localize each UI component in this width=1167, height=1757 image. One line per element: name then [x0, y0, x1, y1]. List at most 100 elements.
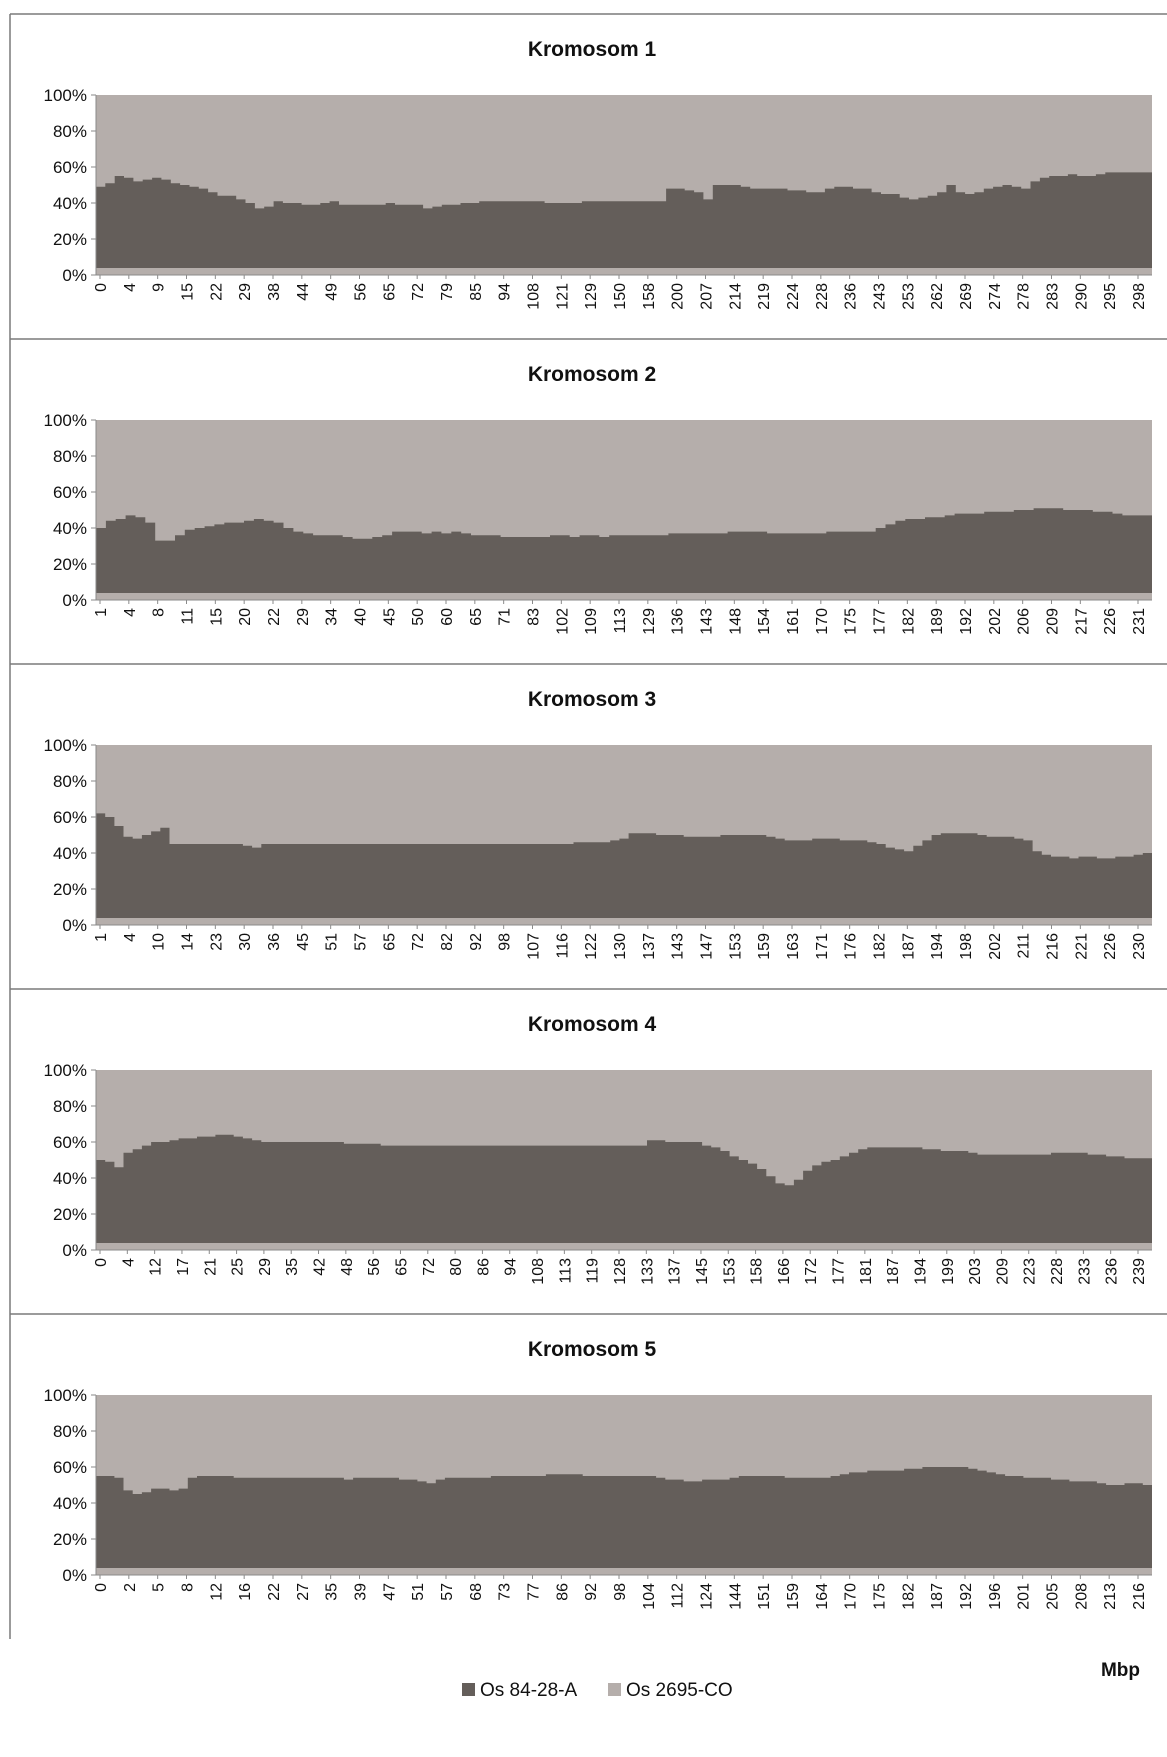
x-tick-label: 8 [180, 1583, 197, 1592]
x-tick-label: 34 [324, 608, 341, 626]
x-tick-label: 68 [468, 1583, 485, 1601]
x-tick-label: 239 [1131, 1258, 1148, 1285]
x-tick-label: 196 [987, 1583, 1004, 1610]
x-tick-label: 29 [295, 608, 312, 626]
x-tick-label: 65 [393, 1258, 410, 1276]
x-tick-label: 57 [439, 1583, 456, 1601]
x-tick-label: 151 [756, 1583, 773, 1610]
x-tick-label: 45 [295, 933, 312, 951]
x-tick-label: 108 [526, 283, 543, 310]
x-tick-label: 175 [872, 1583, 889, 1610]
x-tick-label: 10 [151, 933, 168, 951]
x-tick-label: 22 [266, 1583, 283, 1601]
x-tick-label: 22 [266, 608, 283, 626]
y-tick-label: 60% [53, 1458, 87, 1477]
x-tick-label: 65 [468, 608, 485, 626]
x-tick-label: 82 [439, 933, 456, 951]
x-tick-label: 198 [958, 933, 975, 960]
x-tick-label: 158 [749, 1258, 766, 1285]
x-tick-label: 262 [929, 283, 946, 310]
x-tick-label: 214 [727, 283, 744, 310]
x-tick-label: 209 [994, 1258, 1011, 1285]
x-tick-label: 253 [900, 283, 917, 310]
x-tick-label: 1 [93, 933, 110, 942]
y-tick-label: 80% [53, 447, 87, 466]
x-tick-label: 44 [295, 283, 312, 301]
y-tick-label: 0% [62, 591, 87, 610]
x-tick-label: 159 [785, 1583, 802, 1610]
x-tick-label: 136 [670, 608, 687, 635]
x-tick-label: 233 [1076, 1258, 1093, 1285]
x-tick-label: 187 [929, 1583, 946, 1610]
series-os-84-28-a-area [96, 1134, 1152, 1250]
x-tick-label: 65 [381, 283, 398, 301]
x-tick-label: 154 [756, 608, 773, 635]
x-tick-label: 129 [641, 608, 658, 635]
x-tick-label: 200 [670, 283, 687, 310]
x-tick-label: 121 [554, 283, 571, 310]
zero-band [96, 918, 1152, 925]
y-tick-label: 80% [53, 1422, 87, 1441]
x-tick-label: 35 [284, 1258, 301, 1276]
x-tick-label: 1 [93, 608, 110, 617]
x-tick-label: 116 [554, 933, 571, 959]
x-tick-label: 56 [366, 1258, 383, 1276]
x-tick-label: 30 [237, 933, 254, 951]
x-tick-label: 38 [266, 283, 283, 301]
x-tick-label: 60 [439, 608, 456, 626]
x-tick-label: 278 [1016, 283, 1033, 310]
y-tick-label: 80% [53, 772, 87, 791]
x-tick-label: 36 [266, 933, 283, 951]
y-tick-label: 80% [53, 122, 87, 141]
x-tick-label: 192 [958, 1583, 975, 1610]
x-tick-label: 206 [1016, 608, 1033, 635]
y-tick-label: 100% [44, 736, 87, 755]
series-os-84-28-a-area [96, 813, 1152, 925]
x-tick-label: 71 [497, 608, 514, 626]
x-tick-label: 205 [1045, 1583, 1062, 1610]
x-tick-label: 4 [120, 1258, 137, 1267]
x-tick-label: 72 [410, 933, 427, 951]
series-os-84-28-a-area [96, 172, 1152, 275]
x-tick-label: 153 [727, 933, 744, 960]
x-tick-label: 148 [727, 608, 744, 635]
x-tick-label: 202 [987, 608, 1004, 635]
x-tick-label: 48 [339, 1258, 356, 1276]
x-tick-label: 104 [641, 1583, 658, 1610]
x-tick-label: 192 [958, 608, 975, 635]
y-tick-label: 100% [44, 411, 87, 430]
x-tick-label: 73 [497, 1583, 514, 1601]
x-tick-label: 224 [785, 283, 802, 310]
x-tick-label: 181 [858, 1258, 875, 1285]
y-tick-label: 40% [53, 844, 87, 863]
x-tick-label: 51 [410, 1583, 427, 1601]
x-tick-label: 171 [814, 933, 831, 960]
x-tick-label: 65 [381, 933, 398, 951]
x-unit-label: Mbp [1101, 1660, 1140, 1681]
legend: Os 84-28-A Os 2695-CO [462, 1680, 733, 1701]
x-tick-label: 0 [93, 1583, 110, 1592]
y-tick-label: 100% [44, 1386, 87, 1405]
y-tick-label: 0% [62, 266, 87, 285]
chromosome-panel-4: Kromosom 4 100% 80% 60% 40% 20% 0% 0 4 12 17 21 25 29… [9, 988, 1167, 1314]
zero-band [96, 1568, 1152, 1575]
x-tick-label: 166 [776, 1258, 793, 1285]
x-tick-label: 21 [202, 1258, 219, 1276]
x-tick-label: 4 [122, 283, 139, 292]
x-tick-label: 72 [421, 1258, 438, 1276]
x-tick-label: 231 [1131, 608, 1148, 635]
x-tick-label: 145 [694, 1258, 711, 1285]
x-tick-label: 209 [1045, 608, 1062, 635]
x-tick-label: 143 [699, 608, 716, 635]
y-tick-label: 0% [62, 916, 87, 935]
x-tick-label: 112 [670, 1583, 687, 1609]
x-tick-label: 177 [831, 1258, 848, 1285]
y-tick-label: 20% [53, 1205, 87, 1224]
x-tick-label: 161 [785, 608, 802, 635]
x-tick-label: 77 [526, 1583, 543, 1601]
legend-label-os-2695-co: Os 2695-CO [626, 1680, 733, 1701]
x-tick-label: 35 [324, 1583, 341, 1601]
y-tick-label: 80% [53, 1097, 87, 1116]
x-tick-label: 29 [257, 1258, 274, 1276]
